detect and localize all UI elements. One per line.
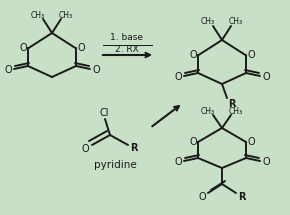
Text: 2. RX: 2. RX [115, 46, 139, 54]
Text: CH₃: CH₃ [59, 11, 73, 20]
Text: O: O [174, 72, 182, 82]
Text: Cl: Cl [99, 108, 109, 118]
Text: O: O [247, 50, 255, 60]
Text: R: R [238, 192, 246, 202]
Text: CH₃: CH₃ [31, 11, 45, 20]
Text: O: O [189, 50, 197, 60]
Text: O: O [247, 137, 255, 147]
Text: R: R [130, 143, 138, 153]
Text: O: O [77, 43, 85, 53]
Text: CH₃: CH₃ [229, 17, 243, 26]
Text: O: O [19, 43, 27, 53]
Text: O: O [81, 144, 89, 154]
Text: O: O [189, 137, 197, 147]
Text: O: O [174, 157, 182, 167]
Text: CH₃: CH₃ [229, 106, 243, 115]
Text: CH₃: CH₃ [201, 17, 215, 26]
Text: O: O [262, 157, 270, 167]
Text: pyridine: pyridine [94, 160, 136, 170]
Text: O: O [4, 65, 12, 75]
Text: 1. base: 1. base [110, 34, 144, 43]
Text: R: R [228, 99, 236, 109]
Text: O: O [92, 65, 100, 75]
Text: CH₃: CH₃ [201, 106, 215, 115]
Text: O: O [198, 192, 206, 202]
Text: O: O [262, 72, 270, 82]
